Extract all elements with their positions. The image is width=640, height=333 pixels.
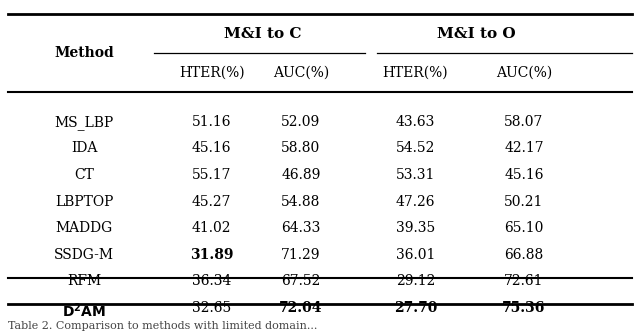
Text: 50.21: 50.21 [504, 195, 543, 209]
Text: 72.61: 72.61 [504, 274, 543, 288]
Text: 72.04: 72.04 [279, 301, 323, 315]
Text: 66.88: 66.88 [504, 248, 543, 262]
Text: 29.12: 29.12 [396, 274, 435, 288]
Text: MADDG: MADDG [56, 221, 113, 235]
Text: 58.80: 58.80 [281, 142, 321, 156]
Text: SSDG-M: SSDG-M [54, 248, 114, 262]
Text: 54.88: 54.88 [281, 195, 321, 209]
Text: 36.34: 36.34 [192, 274, 231, 288]
Text: Method: Method [54, 46, 114, 60]
Text: CT: CT [74, 168, 94, 182]
Text: 71.29: 71.29 [281, 248, 321, 262]
Text: 51.16: 51.16 [192, 115, 232, 129]
Text: 32.65: 32.65 [192, 301, 231, 315]
Text: 31.89: 31.89 [190, 248, 234, 262]
Text: 46.89: 46.89 [281, 168, 321, 182]
Text: 52.09: 52.09 [281, 115, 321, 129]
Text: 65.10: 65.10 [504, 221, 543, 235]
Text: 45.16: 45.16 [192, 142, 232, 156]
Text: HTER(%): HTER(%) [383, 66, 449, 80]
Text: 45.27: 45.27 [192, 195, 232, 209]
Text: MS_LBP: MS_LBP [54, 115, 114, 130]
Text: Table 2. Comparison to methods with limited domain...: Table 2. Comparison to methods with limi… [8, 321, 317, 331]
Text: M&I to C: M&I to C [224, 27, 301, 41]
Text: AUC(%): AUC(%) [273, 66, 329, 80]
Text: 75.36: 75.36 [502, 301, 545, 315]
Text: 58.07: 58.07 [504, 115, 543, 129]
Text: 54.52: 54.52 [396, 142, 435, 156]
Text: 45.16: 45.16 [504, 168, 543, 182]
Text: 47.26: 47.26 [396, 195, 435, 209]
Text: 41.02: 41.02 [192, 221, 232, 235]
Text: HTER(%): HTER(%) [179, 66, 244, 80]
Text: 64.33: 64.33 [281, 221, 321, 235]
Text: 43.63: 43.63 [396, 115, 435, 129]
Text: AUC(%): AUC(%) [496, 66, 552, 80]
Text: 27.70: 27.70 [394, 301, 437, 315]
Text: 55.17: 55.17 [192, 168, 232, 182]
Text: IDA: IDA [71, 142, 97, 156]
Text: LBPTOP: LBPTOP [55, 195, 113, 209]
Text: 67.52: 67.52 [281, 274, 321, 288]
Text: 42.17: 42.17 [504, 142, 544, 156]
Text: 36.01: 36.01 [396, 248, 435, 262]
Text: 53.31: 53.31 [396, 168, 435, 182]
Text: M&I to O: M&I to O [437, 27, 515, 41]
Text: $\mathbf{D^2AM}$: $\mathbf{D^2AM}$ [62, 301, 106, 320]
Text: 39.35: 39.35 [396, 221, 435, 235]
Text: RFM: RFM [67, 274, 101, 288]
